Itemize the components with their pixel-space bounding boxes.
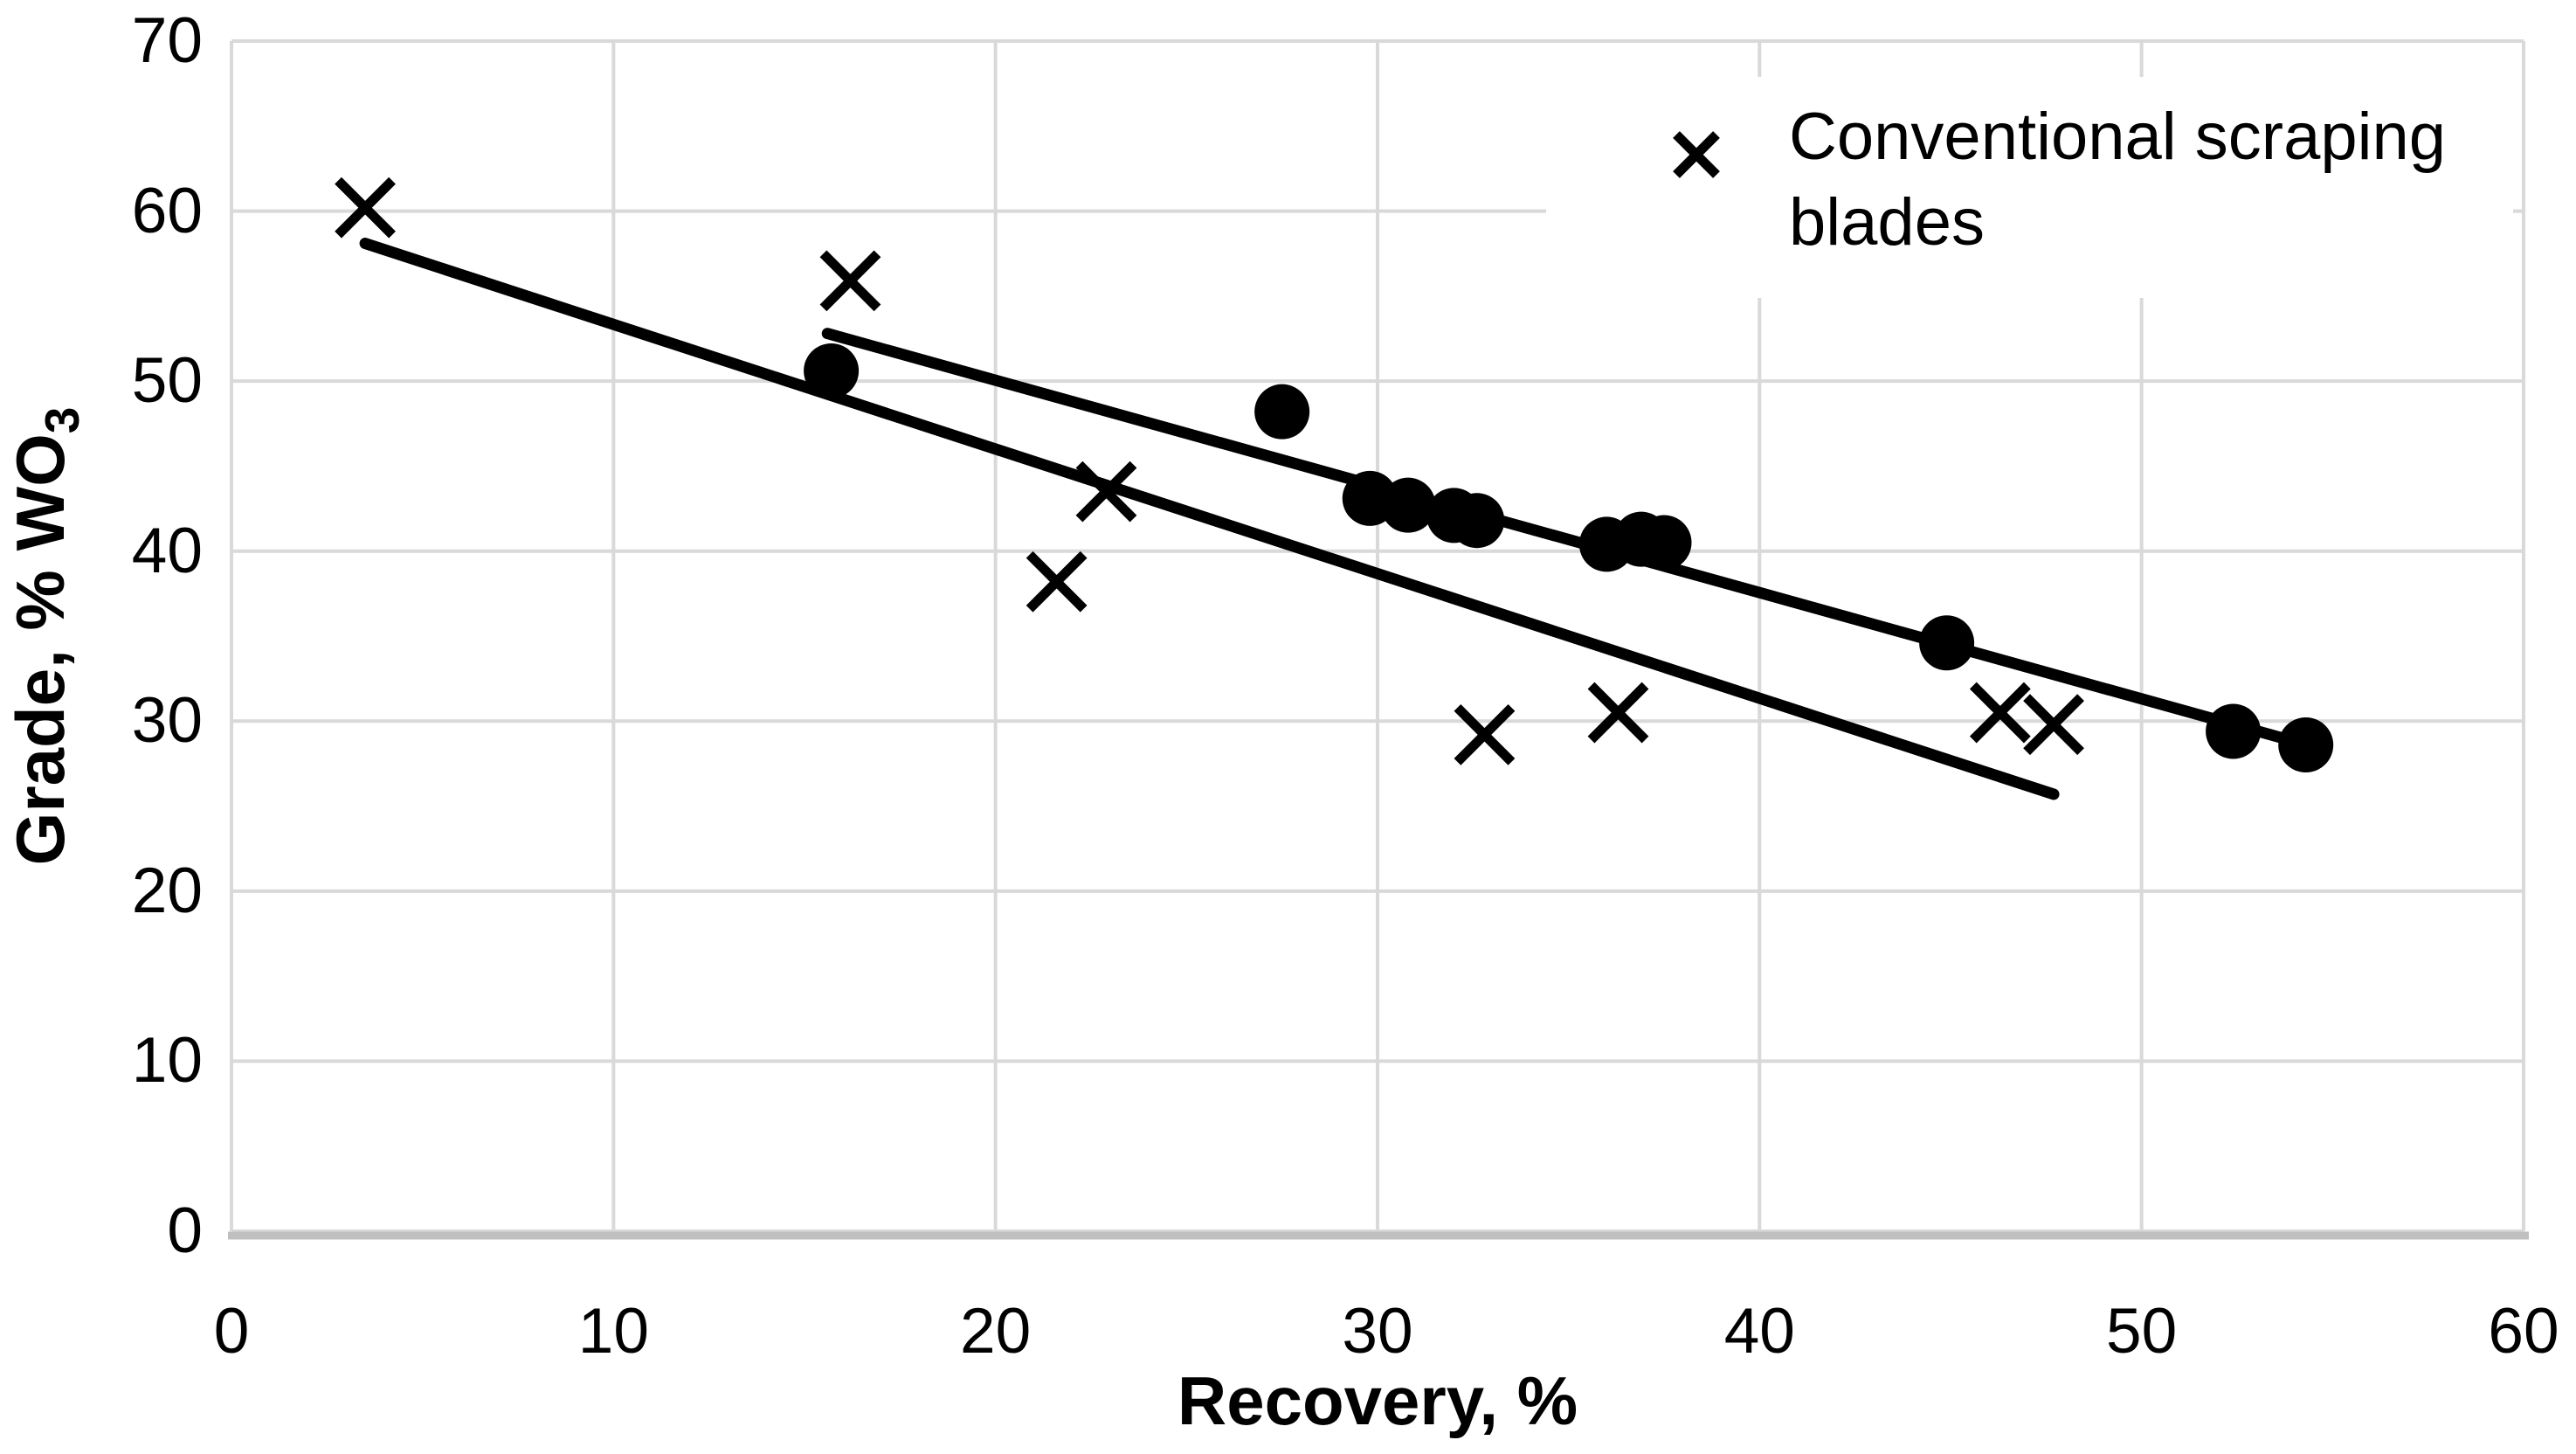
x-marker-stroke — [1454, 703, 1516, 765]
y-tick-label-50: 50 — [131, 345, 203, 417]
x-marker-stroke — [1026, 550, 1088, 613]
series-x-markers[interactable] — [335, 177, 2084, 800]
legend[interactable]: Conventional scraping blades — [1546, 77, 2513, 298]
y-tick-label-40: 40 — [131, 515, 203, 586]
x-axis-title: Recovery, % — [1177, 1362, 1578, 1439]
y-tick-label-0: 0 — [167, 1195, 203, 1266]
trend-line-series-0[interactable] — [359, 238, 2060, 800]
y-tick-label-20: 20 — [131, 855, 203, 926]
y-tick-label-30: 30 — [131, 685, 203, 757]
x-marker-stroke — [1075, 460, 1137, 523]
x-marker-stroke — [335, 177, 396, 239]
x-tick-label-40: 40 — [1723, 1296, 1795, 1367]
y-axis-title-subscript: 3 — [34, 406, 89, 434]
circle-marker — [2206, 703, 2262, 759]
x-marker — [1587, 682, 1649, 744]
y-tick-label-60: 60 — [131, 175, 203, 246]
x-marker — [1026, 550, 1088, 613]
x-tick-label-60: 60 — [2488, 1296, 2559, 1367]
y-tick-label-70: 70 — [131, 5, 203, 76]
y-axis-title-text: Grade, % WO — [2, 433, 79, 866]
x-tick-label-20: 20 — [960, 1296, 1032, 1367]
x-tick-label-30: 30 — [1342, 1296, 1413, 1367]
legend-x-marker-icon — [1673, 131, 1720, 178]
x-marker-stroke — [819, 250, 881, 312]
circle-marker — [1380, 477, 1436, 533]
x-tick-label-0: 0 — [213, 1296, 250, 1367]
legend-label: Conventional scraping blades — [1789, 100, 2447, 260]
circle-marker — [1449, 493, 1505, 549]
x-marker — [819, 250, 881, 312]
x-tick-label-10: 10 — [577, 1296, 649, 1367]
y-tick-label-10: 10 — [131, 1025, 203, 1097]
x-marker — [335, 177, 396, 239]
x-marker — [2023, 694, 2084, 756]
x-tick-label-50: 50 — [2106, 1296, 2178, 1367]
trend-line-series-1[interactable] — [821, 328, 2319, 752]
x-marker-stroke — [2023, 694, 2084, 756]
y-axis-title: Grade, % WO3 — [1, 407, 90, 866]
x-marker-stroke — [1969, 682, 2031, 744]
circle-marker — [1636, 515, 1692, 571]
series-circle-markers[interactable] — [804, 328, 2334, 773]
x-marker — [1454, 703, 1516, 765]
x-marker — [1075, 460, 1137, 523]
circle-marker — [2278, 717, 2334, 773]
x-marker-stroke — [1587, 682, 1649, 744]
x-marker — [1969, 682, 2031, 744]
circle-marker — [1919, 615, 1975, 671]
circle-marker — [804, 343, 860, 398]
circle-marker — [1254, 384, 1310, 440]
